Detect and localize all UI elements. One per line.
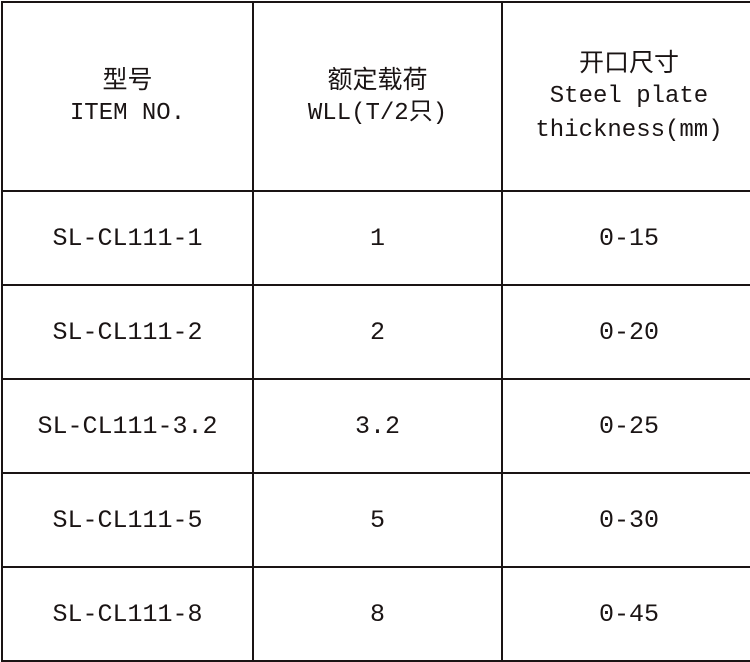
header-en2: thickness(mm) <box>535 116 723 144</box>
table-row: SL-CL111-5 5 0-30 <box>1 472 750 568</box>
item-no-cell: SL-CL111-2 <box>1 284 254 380</box>
thickness-cell: 0-30 <box>501 472 750 568</box>
header-thickness: 开口尺寸 Steel plate thickness(mm) <box>501 1 750 192</box>
item-no-cell: SL-CL111-1 <box>1 190 254 286</box>
thickness-cell: 0-45 <box>501 566 750 662</box>
header-cn: 型号 <box>102 64 153 94</box>
wll-cell: 5 <box>252 472 503 568</box>
header-en: WLL(T/2只) <box>307 99 448 127</box>
table-row: SL-CL111-1 1 0-15 <box>1 190 750 286</box>
header-wll: 额定载荷 WLL(T/2只) <box>252 1 503 192</box>
thickness-cell: 0-25 <box>501 378 750 474</box>
wll-cell: 2 <box>252 284 503 380</box>
thickness-cell: 0-20 <box>501 284 750 380</box>
wll-cell: 8 <box>252 566 503 662</box>
item-no-cell: SL-CL111-5 <box>1 472 254 568</box>
table-row: SL-CL111-8 8 0-45 <box>1 566 750 662</box>
header-en: ITEM NO. <box>69 99 186 127</box>
table-row: SL-CL111-3.2 3.2 0-25 <box>1 378 750 474</box>
item-no-cell: SL-CL111-3.2 <box>1 378 254 474</box>
thickness-cell: 0-15 <box>501 190 750 286</box>
header-en: Steel plate <box>549 82 709 110</box>
wll-cell: 3.2 <box>252 378 503 474</box>
header-cn: 额定载荷 <box>327 64 428 94</box>
header-item-no: 型号 ITEM NO. <box>1 1 254 192</box>
table-row: SL-CL111-2 2 0-20 <box>1 284 750 380</box>
wll-cell: 1 <box>252 190 503 286</box>
item-no-cell: SL-CL111-8 <box>1 566 254 662</box>
header-cn: 开口尺寸 <box>578 47 679 77</box>
header-row: 型号 ITEM NO. 额定载荷 WLL(T/2只) 开口尺寸 Steel pl… <box>1 1 750 192</box>
